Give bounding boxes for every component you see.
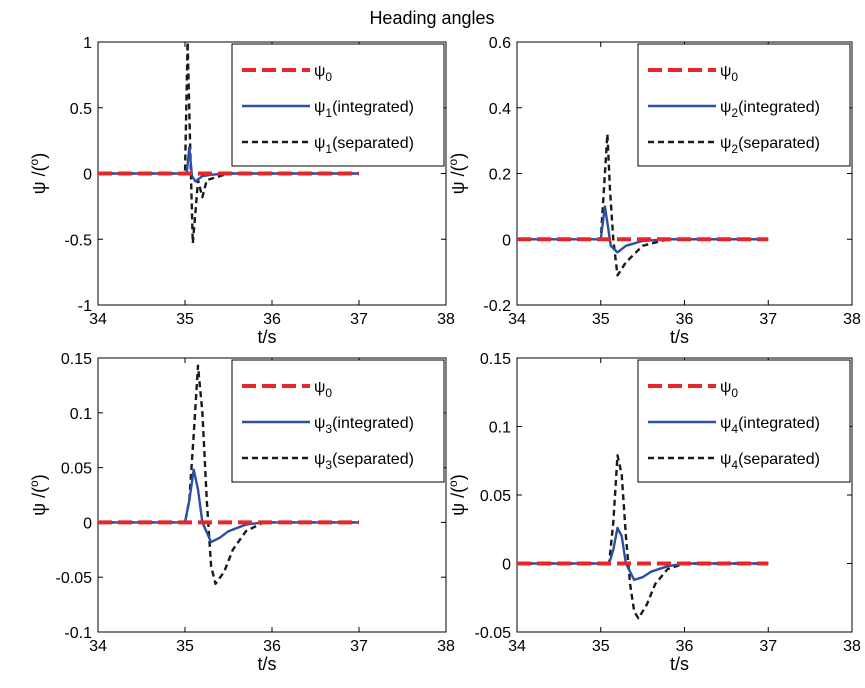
x-tick-label: 37: [759, 638, 777, 655]
legend: ψ0 ψ1(integrated) ψ1(separated): [231, 43, 445, 167]
y-tick-label: 0: [502, 557, 511, 574]
x-tick-label: 36: [676, 311, 694, 328]
y-tick-label: 0.05: [61, 461, 92, 478]
legend: ψ0 ψ2(integrated) ψ2(separated): [637, 43, 851, 167]
legend-label: ψ2(separated): [720, 135, 820, 156]
y-tick-label: 0: [502, 232, 511, 249]
x-tick-label: 38: [843, 311, 861, 328]
x-tick-label: 38: [843, 638, 861, 655]
x-tick-label: 36: [263, 638, 281, 655]
y-tick-label: 0.1: [70, 406, 92, 423]
x-tick-label: 38: [437, 638, 455, 655]
legend-label: ψ4(separated): [720, 451, 820, 472]
y-tick-label: 0.4: [489, 101, 511, 118]
y-tick-label: 0.5: [70, 101, 92, 118]
x-tick-label: 35: [176, 638, 194, 655]
y-tick-label: -0.05: [475, 625, 512, 642]
y-tick-label: 0: [83, 515, 92, 532]
legend-label: ψ3(integrated): [314, 415, 414, 436]
x-tick-label: 34: [508, 311, 526, 328]
y-axis-label: ψ /(o): [27, 474, 49, 516]
x-tick-label: 35: [176, 311, 194, 328]
y-tick-label: 0.6: [489, 35, 511, 52]
legend-label: ψ0: [720, 63, 738, 84]
legend-label: ψ3(separated): [314, 451, 414, 472]
y-axis-label: ψ /(o): [446, 474, 468, 516]
subplot-2: 34 35 36 37 38 -0.2 0 0.2 0.4 0.6 t/s ψ /(o) ψ0 ψ2(in…: [446, 35, 861, 347]
x-tick-label: 37: [350, 638, 368, 655]
x-axis-label: t/s: [257, 327, 276, 347]
x-tick-label: 34: [89, 638, 107, 655]
y-tick-label: 0.15: [480, 351, 511, 368]
subplot-3: 34 35 36 37 38 -0.1 -0.05 0 0.05 0.1 0.15 t/s ψ /(o)…: [27, 351, 455, 674]
series-line: [517, 526, 769, 582]
subplot-4: 34 35 36 37 38 -0.05 0 0.05 0.1 0.15 t/s ψ /(o) ψ0 ψ4…: [446, 351, 861, 674]
series-line: [517, 205, 769, 254]
y-tick-label: 0.1: [489, 420, 511, 437]
y-tick-label: 0.15: [61, 351, 92, 368]
legend-label: ψ0: [314, 63, 332, 84]
legend-label: ψ4(integrated): [720, 415, 820, 436]
series-line: [98, 42, 359, 245]
x-tick-label: 37: [759, 311, 777, 328]
x-tick-label: 37: [350, 311, 368, 328]
x-tick-label: 34: [89, 311, 107, 328]
y-tick-label: -0.05: [56, 570, 93, 587]
figure-title: Heading angles: [369, 8, 494, 28]
subplot-1: 34 35 36 37 38 -1 -0.5 0 0.5 1 t/s ψ /(o) ψ0 ψ1(integ…: [27, 35, 455, 347]
x-axis-label: t/s: [257, 654, 276, 674]
x-axis-label: t/s: [670, 327, 689, 347]
legend-label: ψ1(separated): [314, 135, 414, 156]
y-axis-label: ψ /(o): [27, 153, 49, 195]
x-tick-label: 34: [508, 638, 526, 655]
x-tick-label: 36: [263, 311, 281, 328]
x-axis-label: t/s: [670, 654, 689, 674]
y-tick-label: 1: [83, 35, 92, 52]
legend-label: ψ2(integrated): [720, 99, 820, 120]
x-tick-label: 38: [437, 311, 455, 328]
y-tick-label: -0.5: [64, 232, 92, 249]
legend: ψ0 ψ3(integrated) ψ3(separated): [231, 359, 445, 483]
y-tick-label: 0: [83, 167, 92, 184]
legend-label: ψ1(integrated): [314, 99, 414, 120]
x-tick-label: 35: [592, 638, 610, 655]
y-tick-label: -0.2: [483, 298, 511, 315]
y-tick-label: 0.05: [480, 488, 511, 505]
legend: ψ0 ψ4(integrated) ψ4(separated): [637, 359, 851, 483]
legend-label: ψ0: [314, 379, 332, 400]
y-axis-label: ψ /(o): [446, 153, 468, 195]
y-tick-label: -1: [78, 298, 92, 315]
y-tick-label: 0.2: [489, 167, 511, 184]
legend-label: ψ0: [720, 379, 738, 400]
series-line: [517, 454, 769, 620]
y-tick-label: -0.1: [64, 625, 92, 642]
x-tick-label: 36: [676, 638, 694, 655]
x-tick-label: 35: [592, 311, 610, 328]
series-line: [517, 132, 769, 277]
